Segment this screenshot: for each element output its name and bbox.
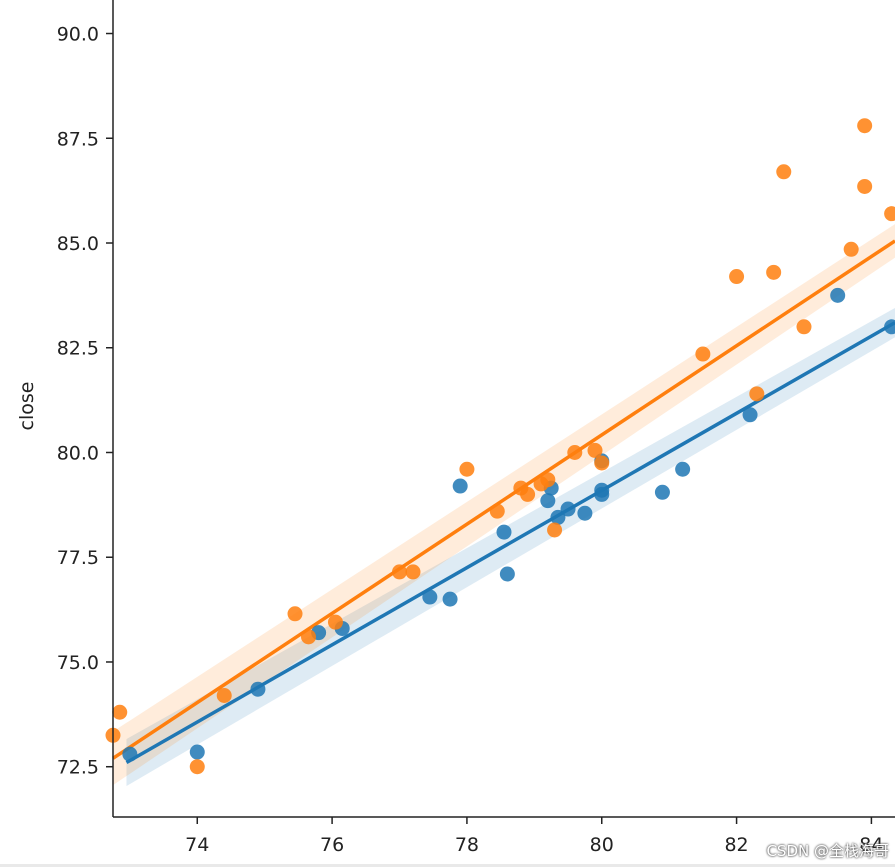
scatter-point-series-2-16: [547, 522, 563, 538]
scatter-point-series-1-1: [122, 746, 138, 762]
scatter-point-series-2-8: [392, 564, 408, 580]
scatter-point-series-1-7: [442, 591, 458, 607]
scatter-point-series-2-13: [520, 486, 536, 502]
y-tick-label-82.5: 82.5: [57, 338, 99, 360]
scatter-point-series-2-26: [843, 241, 859, 257]
y-tick-label-90: 90.0: [57, 24, 99, 46]
regression-line-series-2: [112, 239, 895, 760]
scatter-point-series-2-15: [540, 472, 556, 488]
scatter-point-series-2-5: [287, 606, 303, 622]
scatter-point-series-2-3: [189, 759, 205, 775]
scatter-point-series-1-17: [594, 482, 610, 498]
scatter-point-series-1-19: [654, 484, 670, 500]
scatter-point-series-2-18: [587, 442, 603, 458]
x-tick-label-78: 78: [455, 834, 479, 856]
y-tick-label-80: 80.0: [57, 442, 99, 464]
scatter-point-series-2-7: [327, 614, 343, 630]
confidence-bands: [113, 224, 895, 786]
scatter-point-series-2-21: [729, 269, 745, 285]
scatter-points: [105, 118, 895, 775]
x-tick-label-84: 84: [859, 834, 883, 856]
scatter-point-series-2-2: [112, 704, 128, 720]
x-tick-label-74: 74: [185, 834, 209, 856]
scatter-point-series-2-20: [695, 346, 711, 362]
scatter-point-series-2-28: [857, 178, 873, 194]
watermark: CSDN @全栈海哥: [766, 842, 889, 860]
scatter-point-series-1-14: [560, 501, 576, 517]
y-axis-label: close: [16, 382, 38, 431]
confidence-band-series-1: [126, 307, 895, 786]
scatter-point-series-2-6: [301, 629, 316, 645]
scatter-point-series-1-22: [830, 287, 846, 303]
y-tick-label-72.5: 72.5: [57, 757, 99, 779]
scatter-point-series-2-17: [567, 444, 583, 460]
scatter-point-series-2-23: [766, 264, 782, 280]
scatter-point-series-2-25: [796, 319, 812, 335]
y-tick-label-77.5: 77.5: [57, 547, 99, 569]
y-tick-label-75: 75.0: [57, 652, 99, 674]
scatter-point-series-1-23: [884, 319, 895, 335]
scatter-point-series-2-11: [489, 503, 505, 519]
scatter-point-series-1-8: [452, 478, 468, 494]
regression-line-series-1: [125, 321, 895, 765]
scatter-point-series-1-11: [540, 493, 556, 509]
scatter-point-series-1-21: [742, 407, 758, 423]
y-tick-label-85: 85.0: [57, 233, 99, 255]
scatter-point-series-2-22: [749, 386, 765, 402]
y-tick-label-87.5: 87.5: [57, 128, 99, 150]
scatter-point-series-2-19: [594, 455, 610, 471]
scatter-point-series-1-10: [499, 566, 515, 582]
scatter-point-series-2-10: [459, 461, 475, 477]
axes: 74 76 78 80 82 84 72.5 75.0 77.5 80.0 82.5 85.0 87.5…: [57, 0, 895, 856]
scatter-point-series-2-9: [405, 564, 421, 580]
confidence-band-series-2: [113, 224, 895, 786]
scatter-point-series-2-24: [776, 164, 792, 180]
bottom-strip: [0, 864, 895, 867]
scatter-point-series-1-6: [422, 589, 438, 605]
scatter-point-series-1-9: [496, 524, 512, 540]
x-tick-label-82: 82: [724, 834, 748, 856]
scatter-point-series-2-27: [857, 118, 873, 134]
x-tick-label-76: 76: [320, 834, 344, 856]
scatter-point-series-1-3: [250, 681, 266, 697]
scatter-point-series-1-20: [675, 461, 691, 477]
scatter-point-series-2-29: [884, 206, 895, 222]
scatter-point-series-1-15: [577, 505, 593, 521]
scatter-point-series-1-13: [550, 509, 566, 525]
scatter-point-series-2-4: [216, 687, 232, 703]
x-tick-label-80: 80: [590, 834, 614, 856]
scatter-point-series-1-2: [189, 744, 205, 760]
